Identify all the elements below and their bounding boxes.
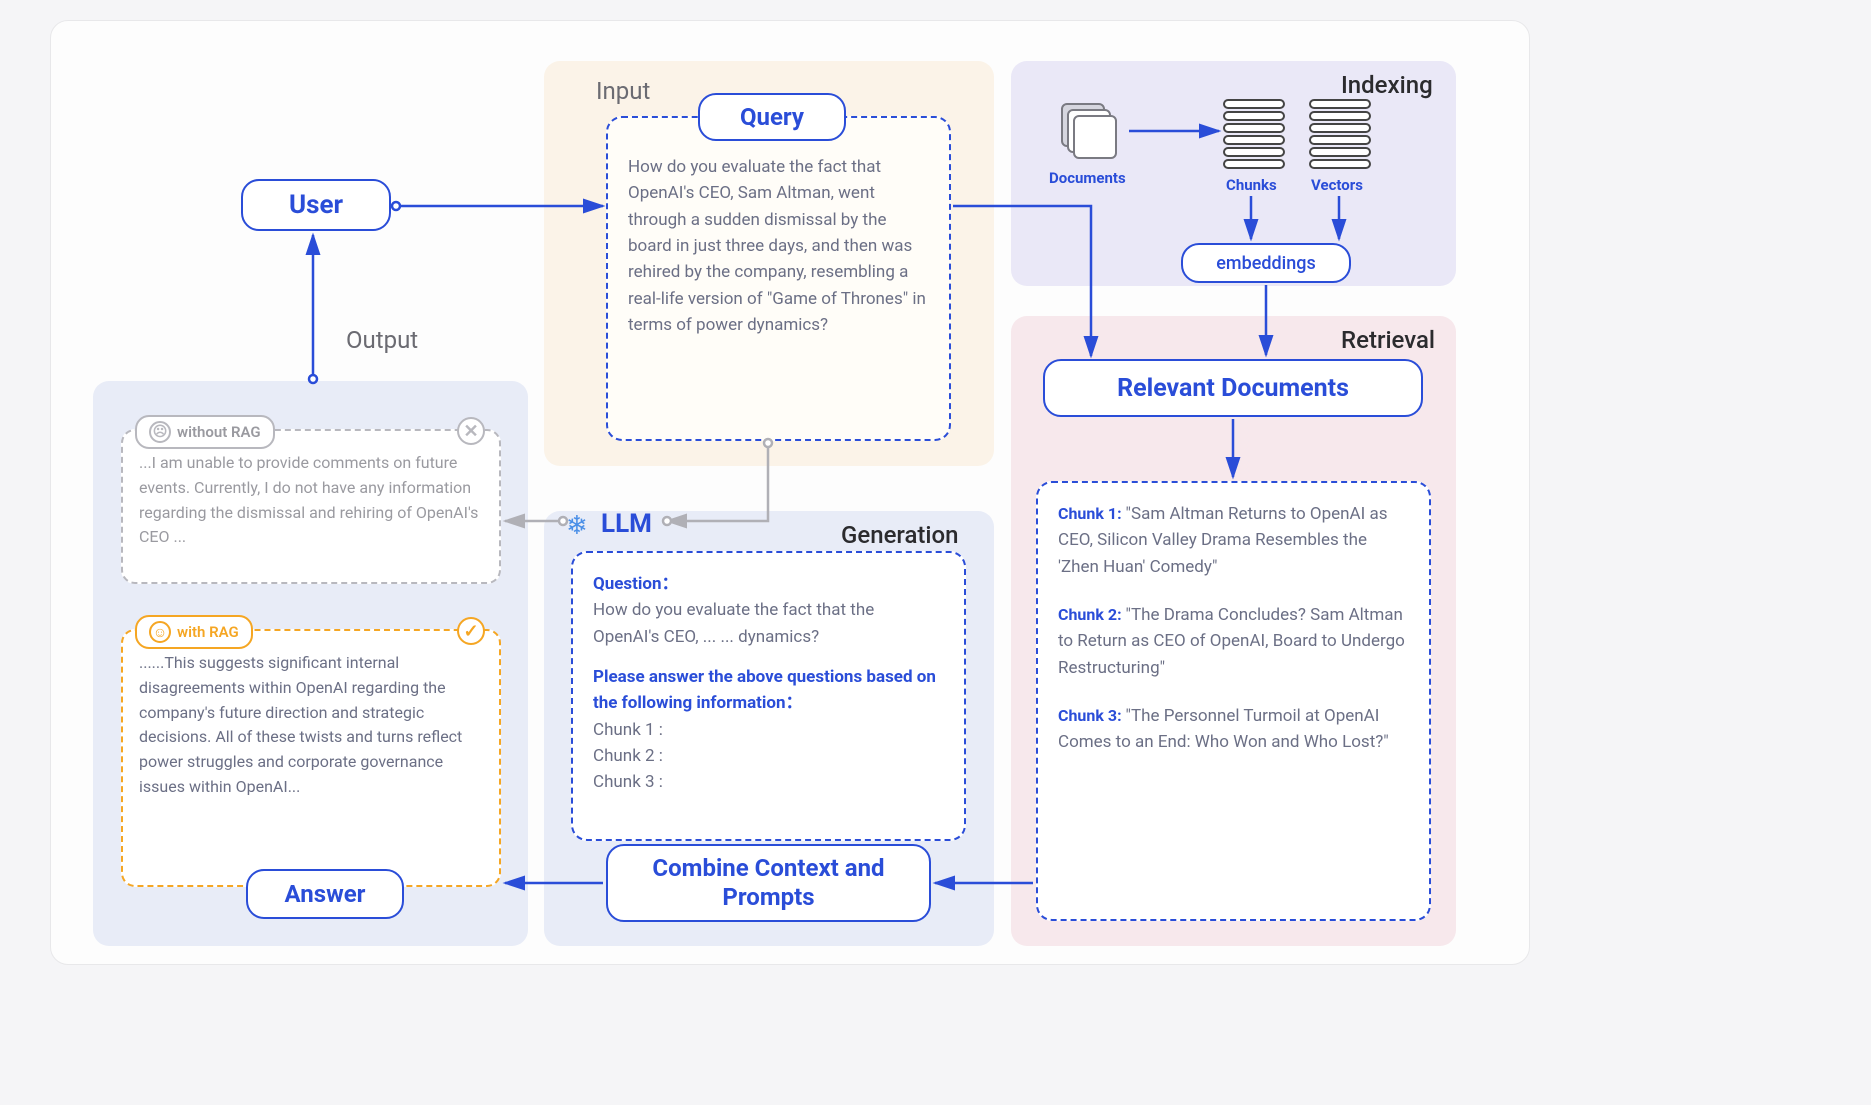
- combine-text: Combine Context and Prompts: [608, 854, 929, 912]
- chunk2-label: Chunk 2:: [1058, 605, 1122, 624]
- query-body: How do you evaluate the fact that OpenAI…: [628, 154, 929, 338]
- combine-node: Combine Context and Prompts: [606, 844, 931, 922]
- answer-node: Answer: [246, 869, 404, 919]
- embeddings-text: embeddings: [1216, 253, 1315, 274]
- with-rag-box: ☺ with RAG ✓ ......This suggests signifi…: [121, 629, 501, 887]
- x-icon: ✕: [457, 417, 485, 445]
- vectors-stack-icon: [1309, 99, 1371, 173]
- relevant-docs-node: Relevant Documents: [1043, 359, 1423, 417]
- user-text: User: [289, 190, 343, 220]
- gen-question-text: How do you evaluate the fact that the Op…: [593, 597, 944, 650]
- generation-box: Question： How do you evaluate the fact t…: [571, 551, 966, 841]
- documents-icon: [1061, 103, 1117, 159]
- query-text-label: Query: [740, 103, 804, 131]
- gen-question-label: Question：: [593, 571, 944, 597]
- without-rag-label: without RAG: [177, 423, 261, 441]
- snowflake-icon: ❄: [566, 511, 588, 541]
- with-rag-tag: ☺ with RAG: [135, 615, 253, 649]
- relevant-docs-text: Relevant Documents: [1117, 374, 1349, 403]
- embeddings-node: embeddings: [1181, 243, 1351, 283]
- with-rag-text: ......This suggests significant internal…: [139, 651, 483, 800]
- gen-instruction: Please answer the above questions based …: [593, 664, 944, 717]
- sad-face-icon: ☹: [149, 421, 171, 443]
- without-rag-box: ☹ without RAG ✕ ...I am unable to provid…: [121, 429, 501, 584]
- chunk3-label: Chunk 3:: [1058, 706, 1122, 725]
- chunks-label: Chunks: [1226, 176, 1277, 194]
- chunk1-label: Chunk 1:: [1058, 504, 1122, 523]
- diagram-canvas: Input Indexing Retrieval Output Generati…: [50, 20, 1530, 965]
- output-label: Output: [346, 326, 418, 354]
- chunks-stack-icon: [1223, 99, 1285, 173]
- check-icon: ✓: [457, 617, 485, 645]
- gen-chunk3: Chunk 3 :: [593, 769, 944, 795]
- documents-label: Documents: [1049, 169, 1126, 187]
- query-box: How do you evaluate the fact that OpenAI…: [606, 116, 951, 441]
- chunk-row: Chunk 2: "The Drama Concludes? Sam Altma…: [1058, 602, 1409, 681]
- vectors-label: Vectors: [1311, 176, 1363, 194]
- answer-text: Answer: [285, 880, 366, 908]
- retrieval-label: Retrieval: [1341, 326, 1435, 354]
- gen-chunk1: Chunk 1 :: [593, 717, 944, 743]
- happy-face-icon: ☺: [149, 621, 171, 643]
- chunk-row: Chunk 1: "Sam Altman Returns to OpenAI a…: [1058, 501, 1409, 580]
- without-rag-tag: ☹ without RAG: [135, 415, 275, 449]
- without-rag-text: ...I am unable to provide comments on fu…: [139, 451, 483, 550]
- llm-label: LLM: [601, 509, 652, 539]
- gen-chunk2: Chunk 2 :: [593, 743, 944, 769]
- retrieval-chunks-box: Chunk 1: "Sam Altman Returns to OpenAI a…: [1036, 481, 1431, 921]
- with-rag-label: with RAG: [177, 623, 239, 641]
- generation-label: Generation: [841, 521, 959, 549]
- query-node: Query: [698, 93, 846, 141]
- chunk-row: Chunk 3: "The Personnel Turmoil at OpenA…: [1058, 703, 1409, 756]
- user-node: User: [241, 179, 391, 231]
- indexing-label: Indexing: [1341, 71, 1433, 99]
- input-label: Input: [596, 77, 650, 105]
